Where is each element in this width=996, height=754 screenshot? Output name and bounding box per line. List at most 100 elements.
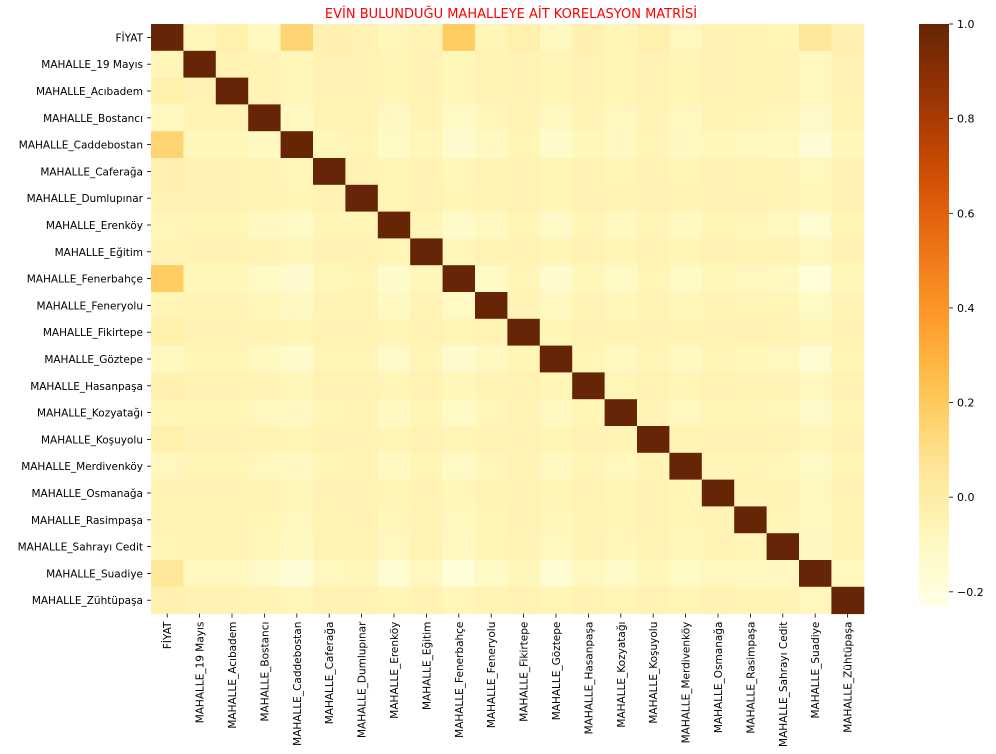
heatmap-cell: [442, 586, 476, 615]
y-tick-label: MAHALLE_19 Mayıs: [41, 59, 143, 71]
heatmap-cell: [151, 184, 184, 213]
heatmap-cell: [507, 560, 541, 588]
heatmap-cell: [442, 131, 476, 159]
heatmap-cell: [734, 533, 768, 561]
heatmap-cell: [345, 426, 379, 454]
heatmap-cell: [669, 158, 703, 186]
heatmap-cell: [377, 238, 411, 266]
heatmap-cell: [799, 399, 832, 427]
heatmap-cell: [572, 158, 606, 186]
heatmap-cell: [151, 426, 184, 454]
heatmap-cell: [669, 292, 703, 320]
heatmap-cell: [475, 586, 508, 615]
heatmap-cell: [377, 158, 411, 186]
heatmap-cell: [313, 265, 346, 293]
heatmap-cell: [539, 131, 573, 159]
heatmap-cell: [831, 24, 865, 52]
heatmap-cell: [377, 24, 411, 52]
y-tick-label: MAHALLE_Kozyatağı: [37, 408, 143, 420]
heatmap-cell: [280, 533, 314, 561]
colorbar: 1.0 0.8 0.6 0.4 0.2 0.0 −0.2: [919, 18, 984, 606]
heatmap-cell: [766, 184, 800, 213]
heatmap-cell: [669, 184, 703, 213]
heatmap-cell: [701, 211, 735, 239]
heatmap-cell: [831, 292, 865, 320]
heatmap-cell: [539, 399, 573, 427]
heatmap-cell: [604, 479, 638, 507]
heatmap-cell: [572, 50, 606, 79]
heatmap-cell: [701, 399, 735, 427]
heatmap-cell: [766, 318, 800, 347]
heatmap-cell: [410, 77, 444, 105]
heatmap-cell: [604, 24, 638, 52]
heatmap-cell: [215, 184, 249, 213]
heatmap-cell: [572, 426, 606, 454]
y-tick-label: MAHALLE_Acıbadem: [36, 86, 143, 98]
heatmap-cell: [507, 184, 541, 213]
heatmap-cell: [345, 292, 379, 320]
heatmap-cell: [734, 211, 768, 239]
heatmap-cell: [734, 131, 768, 159]
heatmap-cell: [507, 506, 541, 534]
heatmap-cell: [475, 265, 508, 293]
heatmap-cell: [248, 560, 282, 588]
heatmap-cell: [831, 184, 865, 213]
heatmap-cell: [669, 104, 703, 132]
heatmap-cell: [183, 318, 217, 347]
x-tick-label: MAHALLE_Suadiye: [810, 622, 822, 719]
heatmap-cell: [669, 265, 703, 293]
heatmap-cell: [799, 158, 832, 186]
heatmap-cell: [799, 184, 832, 213]
heatmap-cell: [701, 452, 735, 481]
heatmap-cell: [539, 533, 573, 561]
heatmap-cell: [766, 238, 800, 266]
heatmap-cell: [701, 506, 735, 534]
heatmap-cell: [539, 586, 573, 615]
heatmap-cell: [345, 452, 379, 481]
heatmap-cell: [734, 104, 768, 132]
heatmap-cell: [151, 104, 184, 132]
heatmap-cell: [831, 506, 865, 534]
heatmap-cell: [377, 211, 411, 239]
heatmap-cell: [572, 479, 606, 507]
heatmap-cell: [151, 318, 184, 347]
heatmap-cell: [604, 158, 638, 186]
heatmap-cell: [377, 560, 411, 588]
heatmap-cell: [539, 372, 573, 400]
heatmap-cell: [345, 506, 379, 534]
heatmap-cell: [799, 131, 832, 159]
heatmap-cell: [410, 238, 444, 266]
heatmap-cell: [701, 104, 735, 132]
heatmap-cell: [799, 238, 832, 266]
heatmap-cell: [377, 131, 411, 159]
y-tick-label: MAHALLE_Zühtüpaşa: [32, 595, 143, 607]
heatmap-cell: [442, 372, 476, 400]
heatmap-cell: [604, 560, 638, 588]
heatmap-cell: [669, 77, 703, 105]
heatmap-cell: [442, 158, 476, 186]
heatmap-cell: [701, 560, 735, 588]
heatmap-cell: [766, 426, 800, 454]
heatmap-cell: [345, 560, 379, 588]
heatmap-cell: [215, 560, 249, 588]
heatmap-cell: [507, 345, 541, 373]
heatmap-cell: [475, 506, 508, 534]
heatmap-cell: [669, 452, 703, 481]
heatmap-cell: [539, 318, 573, 347]
heatmap-cell: [248, 50, 282, 79]
heatmap-cell: [831, 372, 865, 400]
heatmap-cell: [669, 506, 703, 534]
heatmap-cell: [248, 77, 282, 105]
heatmap-cell: [701, 50, 735, 79]
heatmap-cell: [475, 399, 508, 427]
heatmap-cell: [377, 452, 411, 481]
heatmap-cell: [183, 506, 217, 534]
heatmap-cell: [215, 265, 249, 293]
heatmap-cell: [766, 292, 800, 320]
heatmap-cell: [215, 586, 249, 615]
x-tick-label: MAHALLE_Koşuyolu: [648, 622, 660, 724]
heatmap-cell: [572, 452, 606, 481]
heatmap-cell: [345, 211, 379, 239]
heatmap-cell: [345, 318, 379, 347]
colorbar-tick-label: 0.2: [957, 397, 975, 410]
